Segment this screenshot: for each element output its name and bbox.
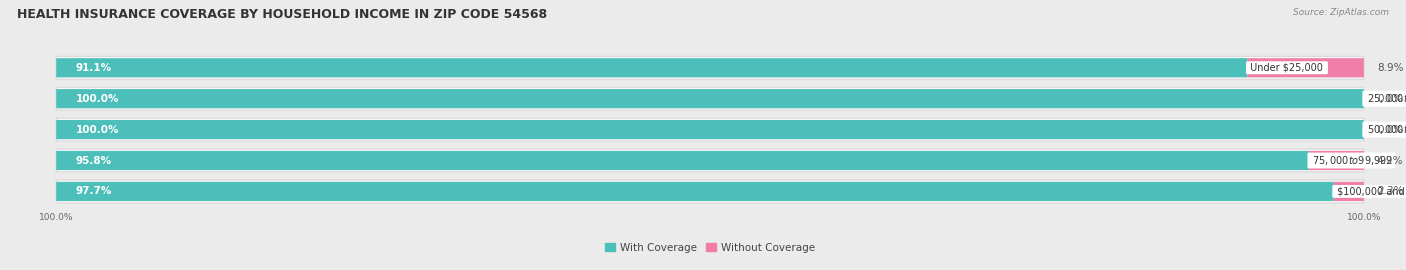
Text: Source: ZipAtlas.com: Source: ZipAtlas.com (1294, 8, 1389, 17)
Text: 100.0%: 100.0% (76, 94, 120, 104)
Text: 97.7%: 97.7% (76, 186, 112, 197)
Legend: With Coverage, Without Coverage: With Coverage, Without Coverage (600, 239, 820, 257)
FancyBboxPatch shape (1247, 58, 1364, 77)
FancyBboxPatch shape (56, 120, 1364, 139)
Text: $75,000 to $99,999: $75,000 to $99,999 (1309, 154, 1393, 167)
FancyBboxPatch shape (56, 87, 1364, 110)
FancyBboxPatch shape (56, 182, 1334, 201)
Text: $25,000 to $49,999: $25,000 to $49,999 (1364, 92, 1406, 105)
Text: 0.0%: 0.0% (1376, 124, 1403, 135)
FancyBboxPatch shape (1334, 182, 1364, 201)
Text: 4.2%: 4.2% (1376, 156, 1403, 166)
FancyBboxPatch shape (56, 149, 1364, 172)
Text: 91.1%: 91.1% (76, 63, 112, 73)
Text: $50,000 to $74,999: $50,000 to $74,999 (1364, 123, 1406, 136)
Text: 100.0%: 100.0% (76, 124, 120, 135)
FancyBboxPatch shape (56, 89, 1364, 108)
Text: Under $25,000: Under $25,000 (1247, 63, 1326, 73)
FancyBboxPatch shape (56, 180, 1364, 203)
FancyBboxPatch shape (56, 151, 1309, 170)
FancyBboxPatch shape (56, 56, 1364, 79)
FancyBboxPatch shape (56, 58, 1247, 77)
FancyBboxPatch shape (56, 118, 1364, 141)
Text: 8.9%: 8.9% (1376, 63, 1403, 73)
FancyBboxPatch shape (1309, 151, 1364, 170)
Text: $100,000 and over: $100,000 and over (1334, 186, 1406, 197)
Text: HEALTH INSURANCE COVERAGE BY HOUSEHOLD INCOME IN ZIP CODE 54568: HEALTH INSURANCE COVERAGE BY HOUSEHOLD I… (17, 8, 547, 21)
Text: 0.0%: 0.0% (1376, 94, 1403, 104)
Text: 2.3%: 2.3% (1376, 186, 1403, 197)
Text: 95.8%: 95.8% (76, 156, 112, 166)
